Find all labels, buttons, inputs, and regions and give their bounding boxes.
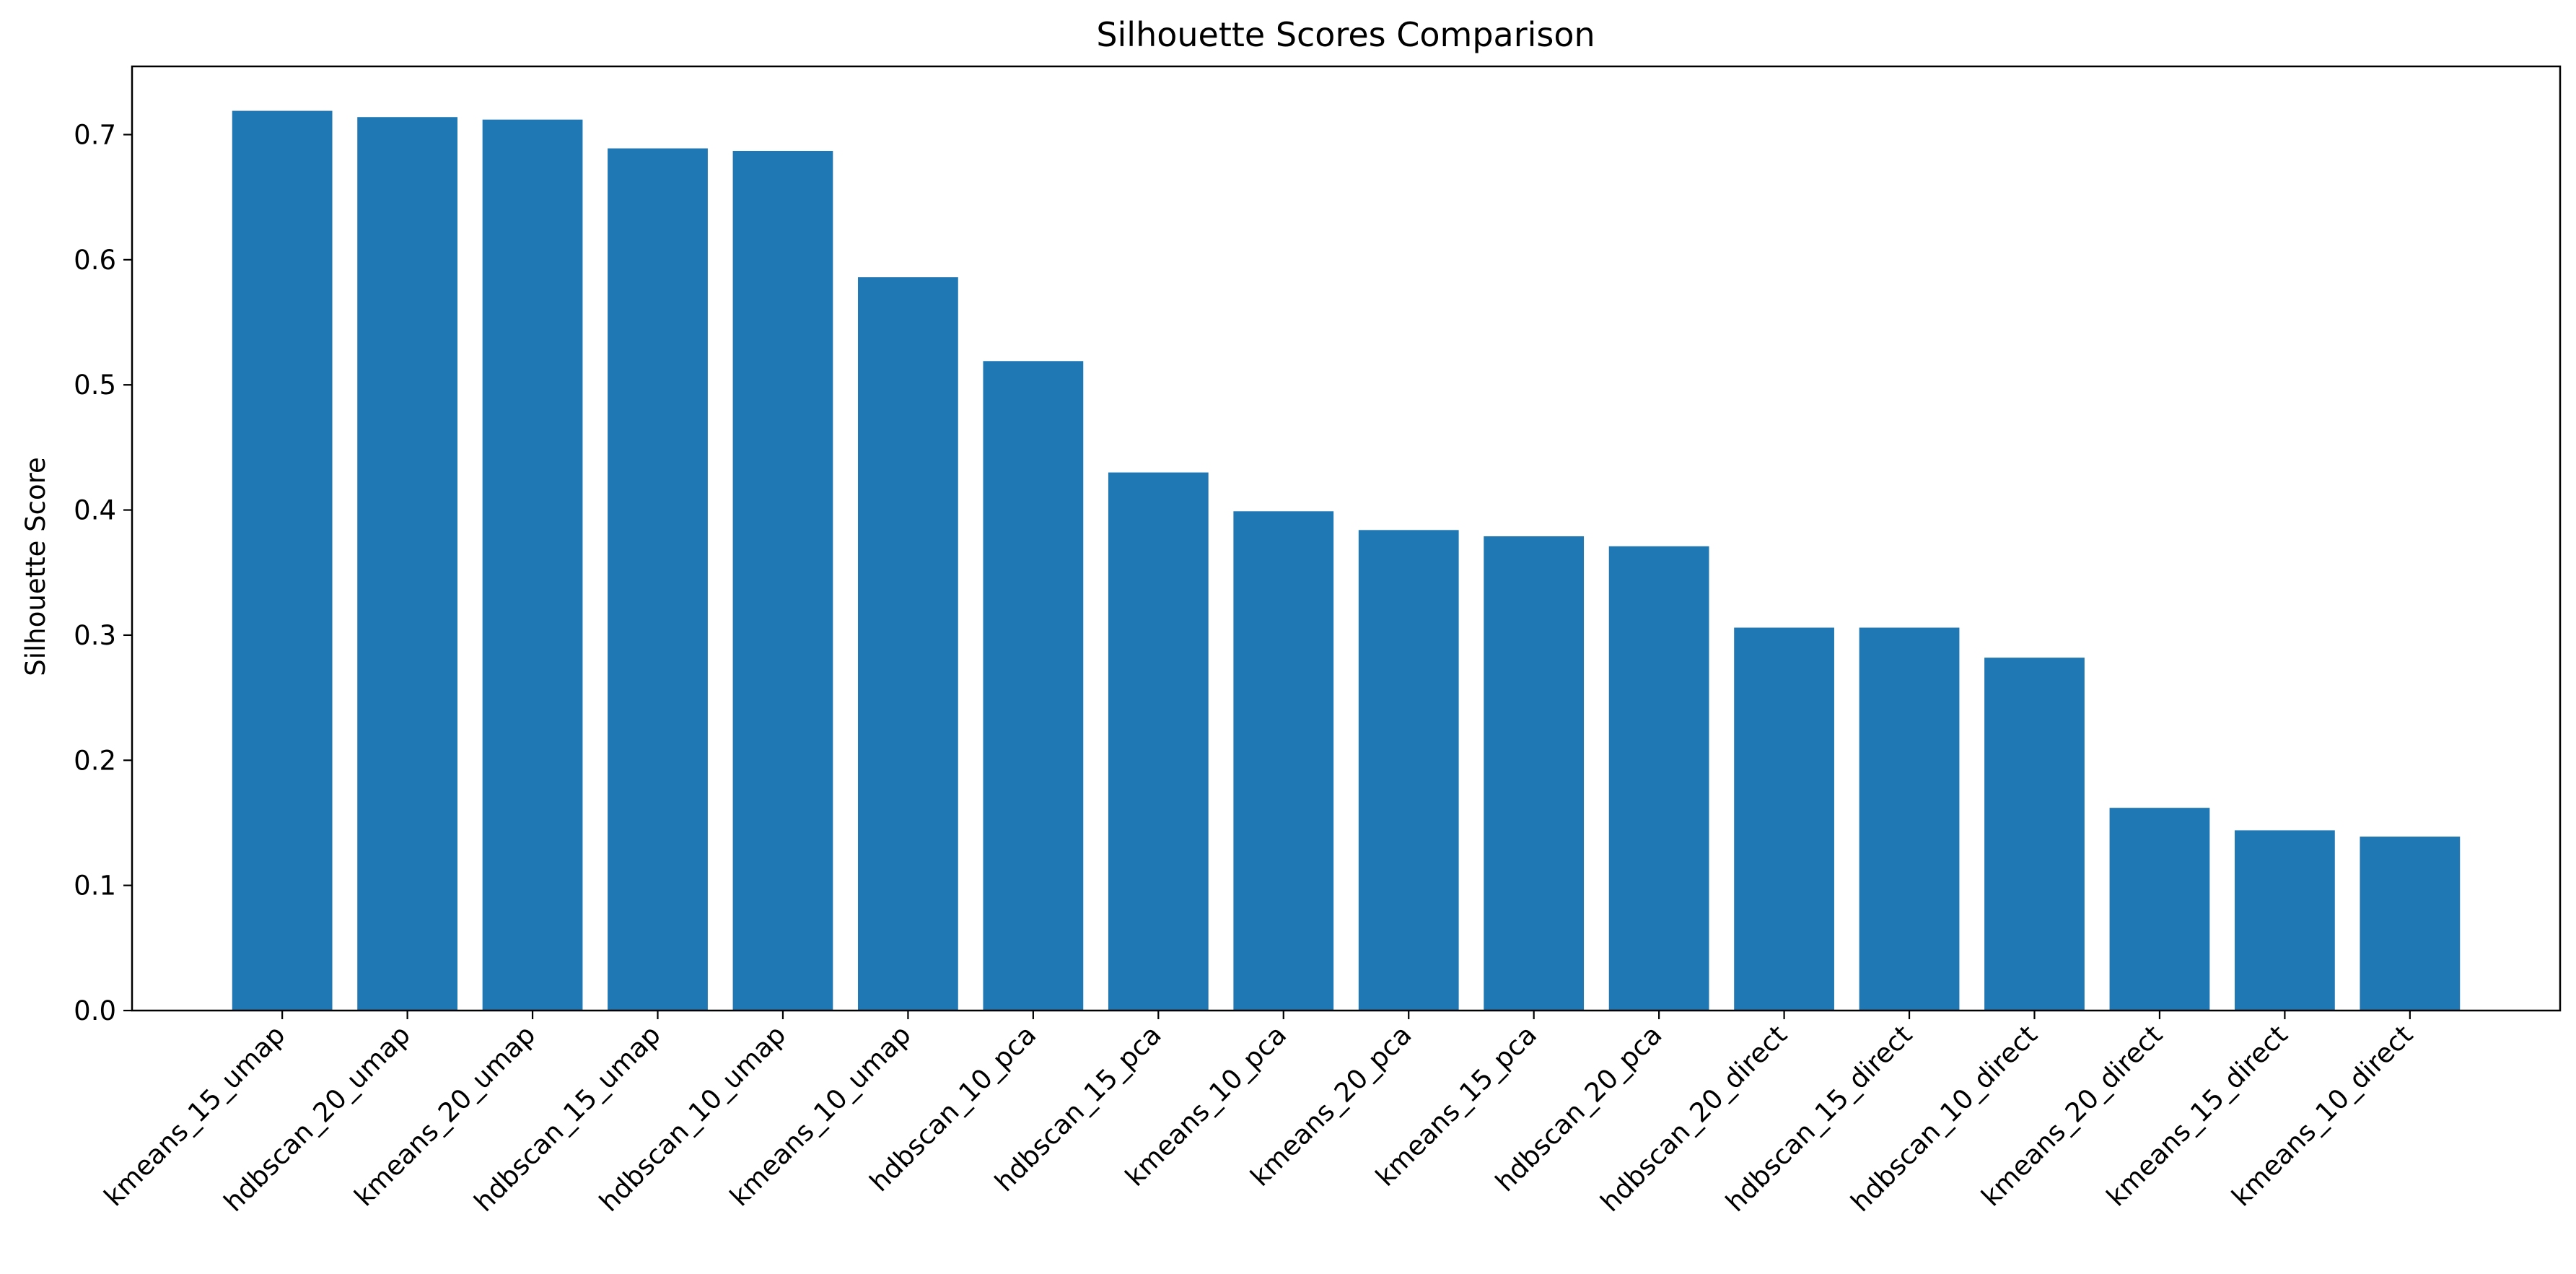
y-tick-label: 0.6: [74, 245, 116, 276]
bar-kmeans_20_umap: [482, 119, 583, 1011]
bar-kmeans_10_umap: [858, 277, 958, 1011]
chart-title: Silhouette Scores Comparison: [1096, 15, 1595, 54]
y-tick-label: 0.0: [74, 995, 116, 1026]
bar-hdbscan_20_pca: [1608, 546, 1709, 1011]
bar-kmeans_10_pca: [1233, 511, 1334, 1011]
y-tick-label: 0.2: [74, 745, 116, 776]
bar-hdbscan_15_umap: [608, 148, 708, 1011]
y-tick-label: 0.5: [74, 370, 116, 401]
bar-kmeans_15_direct: [2235, 830, 2335, 1011]
bar-hdbscan_10_umap: [732, 151, 833, 1011]
bar-kmeans_15_pca: [1484, 536, 1585, 1011]
y-tick-label: 0.7: [74, 119, 116, 150]
y-axis-label: Silhouette Score: [20, 457, 51, 676]
bar-kmeans_10_direct: [2360, 837, 2461, 1011]
bars-group: [232, 110, 2461, 1011]
y-tick-label: 0.1: [74, 871, 116, 902]
y-tick-label: 0.4: [74, 495, 116, 526]
bar-hdbscan_20_direct: [1734, 627, 1834, 1011]
bar-hdbscan_20_umap: [357, 117, 457, 1011]
bar-hdbscan_15_direct: [1859, 627, 1960, 1011]
bar-kmeans_20_direct: [2109, 808, 2210, 1011]
plot-area-frame: [131, 65, 2562, 1012]
y-axis-ticks: 0.0 0.1 0.2 0.3 0.4 0.5 0.6 0.7: [74, 119, 132, 1026]
bar-hdbscan_10_direct: [1984, 658, 2085, 1011]
bar-kmeans_20_pca: [1358, 530, 1459, 1011]
bar-kmeans_15_umap: [232, 110, 333, 1011]
bar-hdbscan_10_pca: [983, 361, 1084, 1011]
y-tick-label: 0.3: [74, 620, 116, 651]
bar-hdbscan_15_pca: [1108, 472, 1209, 1011]
